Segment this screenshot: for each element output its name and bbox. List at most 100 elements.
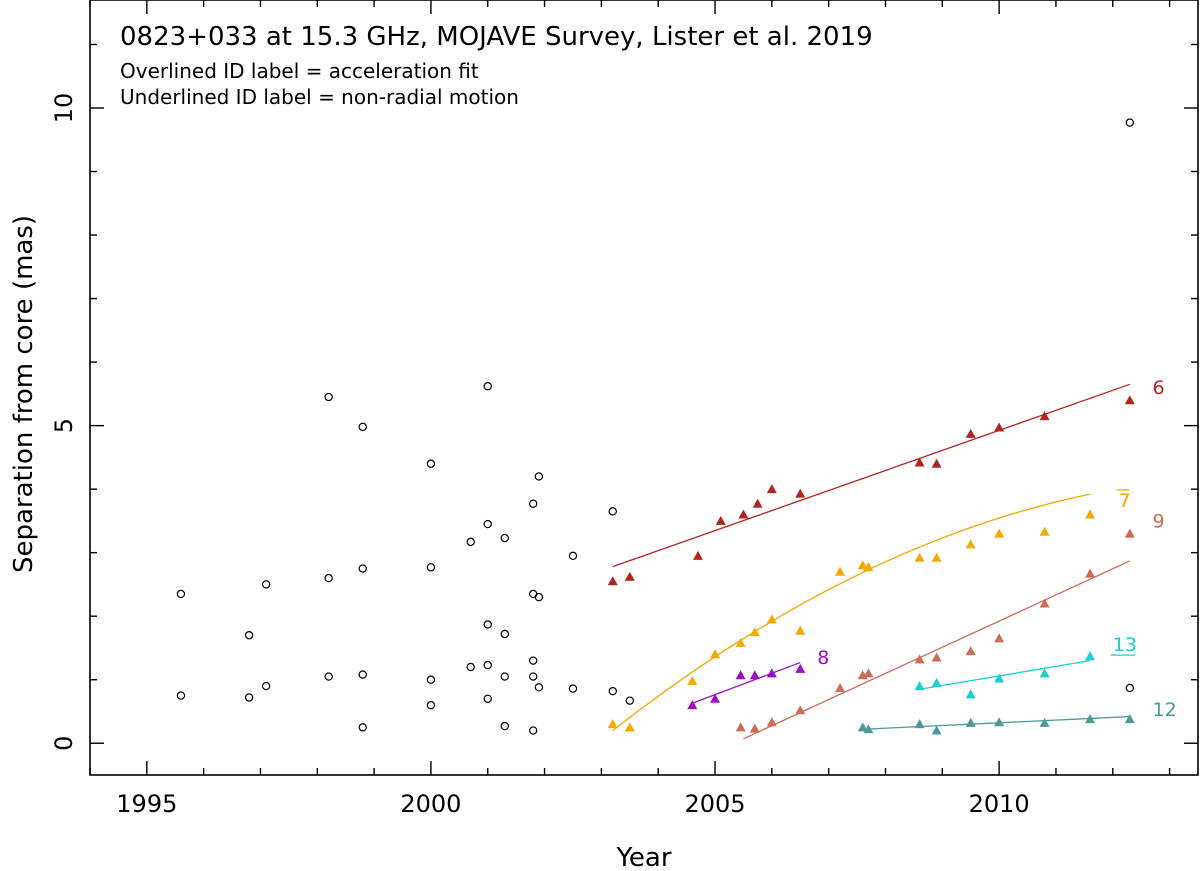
unassigned-point — [568, 551, 578, 561]
unassigned-point — [529, 499, 538, 508]
unassigned-point — [1125, 683, 1135, 693]
y-tick-label: 10 — [50, 93, 78, 124]
point-comp-7 — [1039, 526, 1050, 536]
unassigned-point — [608, 507, 617, 516]
unassigned-point — [261, 681, 271, 691]
point-comp-6 — [795, 488, 806, 498]
unassigned-point — [466, 662, 475, 672]
unassigned-point — [426, 700, 436, 710]
y-tick-label: 0 — [50, 736, 78, 751]
y-axis-label: Separation from core (mas) — [9, 215, 39, 573]
fit-line-6 — [612, 383, 1131, 568]
point-comp-12 — [863, 724, 874, 734]
component-label-6: 6 — [1153, 377, 1165, 399]
unassigned-point — [324, 573, 333, 583]
unassigned-point — [358, 723, 367, 732]
unassigned-point — [625, 696, 634, 705]
point-comp-7 — [795, 625, 806, 635]
point-comp-7 — [1085, 509, 1096, 519]
point-comp-13 — [1039, 668, 1050, 678]
point-comp-13 — [914, 681, 925, 691]
component-label-8: 8 — [817, 647, 829, 669]
point-comp-8 — [687, 700, 698, 710]
point-comp-9 — [1085, 568, 1096, 578]
point-comp-6 — [624, 571, 635, 581]
unassigned-point — [483, 694, 492, 703]
unassigned-point — [1125, 118, 1135, 127]
y-tick-label: 5 — [50, 418, 78, 433]
point-comp-6 — [914, 457, 925, 467]
fit-line-13 — [919, 660, 1091, 690]
unassigned-point — [534, 472, 544, 481]
point-comp-8 — [710, 693, 721, 703]
point-comp-6 — [931, 458, 942, 468]
point-comp-6 — [994, 422, 1005, 432]
point-comp-13 — [931, 677, 942, 687]
point-comp-7 — [749, 627, 760, 637]
plot-frame — [89, 0, 1199, 776]
point-comp-8 — [735, 670, 746, 680]
axis-ticks: 1995 2000 2005 2010 0 5 10 — [50, 0, 1198, 818]
point-comp-6 — [692, 550, 703, 560]
point-comp-8 — [766, 668, 777, 678]
point-comp-9 — [965, 646, 976, 656]
component-label-9: 9 — [1153, 510, 1165, 532]
point-comp-12 — [994, 717, 1005, 727]
unassigned-point — [358, 670, 367, 679]
unassigned-point — [529, 656, 538, 665]
point-comp-6 — [607, 576, 618, 586]
point-comp-12 — [914, 719, 925, 729]
unassigned-point — [244, 693, 254, 702]
unassigned-point — [500, 629, 509, 639]
chart-subtitle-nonradial: Underlined ID label = non-radial motion — [120, 85, 519, 109]
unassigned-point — [483, 660, 492, 670]
point-comp-9 — [994, 633, 1005, 643]
x-tick-label: 2010 — [969, 790, 1030, 818]
point-comp-9 — [766, 717, 777, 727]
point-comp-6 — [715, 515, 726, 525]
point-comp-7 — [931, 552, 942, 562]
point-comp-9 — [1039, 598, 1050, 608]
point-comp-9 — [931, 652, 942, 662]
data-points — [176, 118, 1135, 735]
point-comp-13 — [1085, 651, 1096, 661]
point-comp-6 — [752, 498, 763, 508]
unassigned-point — [500, 721, 509, 731]
point-comp-7 — [857, 560, 868, 570]
point-comp-7 — [735, 637, 746, 647]
point-comp-6 — [1039, 411, 1050, 421]
fit-line-7 — [612, 493, 1091, 732]
point-comp-7 — [607, 719, 618, 729]
point-comp-7 — [994, 528, 1005, 538]
unassigned-point — [529, 672, 538, 681]
x-tick-label: 1995 — [116, 790, 177, 818]
component-label-7: 7 — [1118, 490, 1130, 512]
point-comp-8 — [795, 663, 806, 673]
point-comp-7 — [710, 649, 721, 659]
unassigned-point — [324, 672, 333, 681]
point-comp-12 — [1039, 717, 1050, 727]
point-comp-6 — [766, 484, 777, 494]
unassigned-point — [534, 592, 544, 602]
unassigned-point — [500, 672, 509, 681]
chart-subtitle-acceleration: Overlined ID label = acceleration fit — [120, 59, 479, 83]
point-comp-12 — [857, 722, 868, 732]
point-comp-13 — [965, 689, 976, 699]
unassigned-point — [608, 686, 617, 696]
chart-title: 0823+033 at 15.3 GHz, MOJAVE Survey, Lis… — [120, 22, 873, 52]
point-comp-7 — [687, 675, 698, 685]
unassigned-point — [483, 519, 492, 529]
unassigned-point — [426, 459, 436, 468]
unassigned-point — [534, 683, 544, 692]
unassigned-point — [324, 392, 333, 402]
fit-line-9 — [743, 560, 1131, 740]
point-comp-9 — [863, 668, 874, 678]
point-comp-7 — [863, 562, 874, 572]
point-comp-12 — [965, 717, 976, 727]
unassigned-point — [500, 533, 509, 543]
x-tick-label: 2000 — [400, 790, 461, 818]
point-comp-9 — [835, 682, 846, 692]
point-comp-9 — [735, 722, 746, 732]
fit-line-8 — [692, 661, 801, 704]
point-comp-7 — [835, 566, 846, 576]
